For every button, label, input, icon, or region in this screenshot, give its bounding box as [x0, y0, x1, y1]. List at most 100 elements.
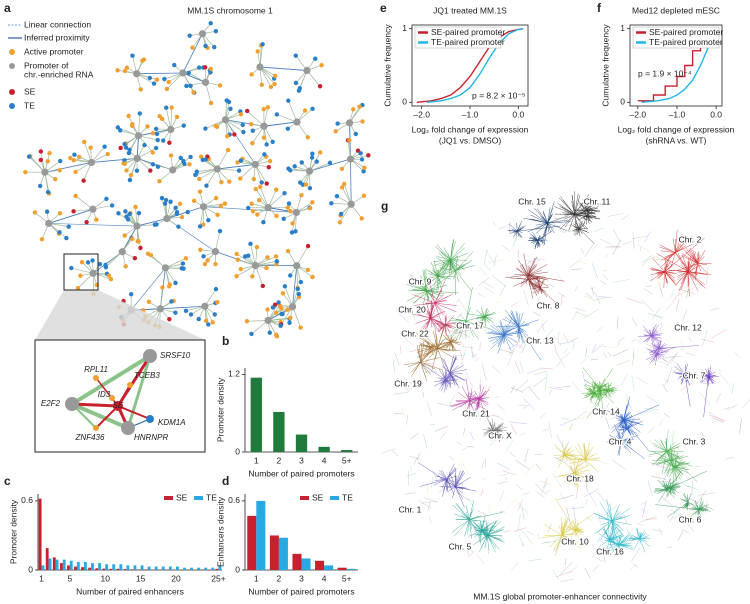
background-edge — [711, 417, 724, 423]
background-edge — [626, 527, 634, 542]
hub-node — [346, 155, 355, 163]
background-edge — [539, 412, 547, 419]
leaf-node — [251, 176, 257, 182]
leaf-node — [127, 177, 133, 183]
background-edge — [617, 316, 619, 330]
leaf-node — [57, 211, 63, 216]
leaf-node — [265, 105, 271, 110]
leaf-node — [334, 193, 340, 199]
leaf-node — [130, 53, 135, 58]
leaf-node — [262, 152, 267, 157]
background-edge — [725, 457, 734, 460]
linear-edge — [165, 258, 186, 269]
leaf-node — [307, 205, 313, 211]
legend-label: SE — [24, 86, 36, 96]
leaf-node — [260, 42, 265, 47]
leaf-node — [261, 106, 267, 112]
background-edge — [579, 355, 590, 365]
background-edge — [584, 295, 594, 300]
bar — [112, 564, 116, 570]
background-edge — [666, 546, 673, 549]
leaf-node — [305, 243, 311, 249]
background-edge — [462, 346, 475, 349]
leaf-node — [75, 285, 81, 291]
leaf-node — [37, 183, 43, 189]
background-edge — [560, 294, 563, 307]
leaf-node — [167, 140, 172, 145]
background-edge — [620, 372, 629, 386]
leaf-node — [215, 212, 220, 218]
background-edge — [522, 404, 530, 410]
background-edge — [420, 500, 437, 504]
linear-edge — [105, 251, 123, 268]
background-edge — [541, 540, 556, 544]
y-axis-label: Promoter density — [215, 377, 225, 442]
leaf-node — [274, 112, 280, 117]
leaf-node — [47, 150, 52, 156]
leaf-node — [302, 108, 308, 113]
leaf-node — [259, 82, 264, 88]
background-edge — [570, 337, 579, 342]
cluster — [451, 499, 505, 553]
background-edge — [703, 504, 715, 511]
leaf-node — [261, 219, 266, 225]
nodes — [23, 21, 371, 339]
background-edge — [422, 391, 425, 398]
leaf-node — [198, 247, 203, 252]
bar — [55, 559, 59, 570]
zoom-box — [63, 253, 99, 291]
leaf-node — [140, 58, 145, 63]
background-edge — [731, 383, 735, 395]
background-edge — [500, 511, 506, 513]
background-edge — [715, 393, 722, 404]
bar — [292, 553, 302, 570]
leaf-node — [68, 155, 73, 161]
background-edge — [523, 397, 536, 411]
leaf-node — [148, 168, 153, 173]
background-edge — [434, 425, 448, 432]
background-edge — [708, 414, 726, 421]
background-edge — [476, 510, 487, 516]
background-edge — [636, 243, 652, 253]
background-edge — [513, 527, 527, 532]
linear-edge — [284, 286, 293, 307]
leaf-node — [177, 201, 183, 207]
legend-label: TE — [342, 492, 353, 502]
background-edge — [448, 394, 456, 406]
leaf-node — [255, 212, 260, 217]
cluster — [417, 355, 467, 393]
chromosome-label: Chr. 2 — [679, 234, 702, 244]
background-edge — [645, 254, 661, 261]
background-edge — [607, 351, 612, 357]
background-edge — [516, 484, 524, 491]
background-edge — [548, 422, 552, 439]
leaf-node — [361, 169, 366, 174]
leaf-node — [258, 184, 263, 190]
hub-node — [264, 316, 272, 325]
leaf-node — [72, 152, 77, 157]
leaf-node — [295, 286, 300, 292]
linear-edge — [259, 66, 275, 85]
leaf-node — [249, 331, 254, 337]
background-edge — [456, 442, 462, 445]
leaf-node — [188, 83, 193, 88]
inset-node — [109, 395, 115, 401]
legend: Linear connection Inferred proximity Activ… — [4, 18, 104, 116]
leaf-node — [214, 124, 220, 130]
background-edge — [521, 543, 524, 548]
background-edge — [444, 263, 449, 269]
leaf-node — [128, 172, 134, 178]
leaf-node — [115, 125, 121, 130]
background-edge — [509, 421, 527, 425]
background-edge — [510, 423, 517, 435]
legend-swatch — [164, 496, 173, 500]
bar — [59, 563, 63, 570]
background-edge — [680, 381, 694, 392]
leaf-node — [359, 216, 364, 221]
background-edge — [597, 491, 609, 506]
leaf-node — [151, 81, 157, 86]
leaf-node — [196, 316, 201, 322]
leaf-node — [205, 258, 210, 263]
bar — [315, 560, 325, 570]
background-edge — [584, 242, 595, 258]
